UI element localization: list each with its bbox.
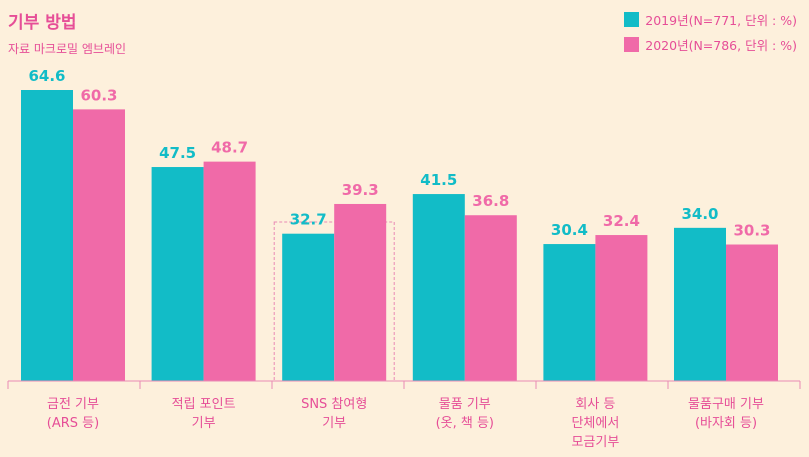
x-tick-label: 금전 기부 (ARS 등) — [46, 397, 100, 431]
legend-swatch-2019 — [624, 11, 640, 27]
bar-2020-1 — [203, 161, 256, 381]
x-tick-label: SNS 참여형 기부 — [301, 397, 368, 431]
chart-title: 기부 방법 — [8, 13, 77, 33]
x-axis-labels: 금전 기부 (ARS 등) 적립 포인트 기부 SNS 참여형 기부 물품 기부 (옷… — [0, 393, 809, 457]
chart-source: 자료 마크로밀 엠브레인 — [8, 42, 127, 56]
bar-2020-3 — [464, 215, 517, 381]
bar-2019-0 — [21, 90, 73, 381]
bar-2019-5 — [674, 227, 726, 381]
legend-label-2019: 2019년(N=771, 단위 : %) — [645, 12, 797, 28]
legend-item-2019: 2019년(N=771, 단위 : %) — [624, 8, 797, 30]
value-label-2019-1: 47.5 — [159, 144, 196, 162]
x-tick-label: 회사 등 단체에서 모금기부 — [571, 397, 620, 450]
bar-2020-0 — [73, 109, 125, 382]
bar-2020-4 — [595, 235, 648, 381]
legend-label-2020: 2020년(N=786, 단위 : %) — [645, 37, 797, 53]
legend-swatch-2020 — [624, 36, 640, 52]
value-label-2020-4: 32.4 — [603, 212, 640, 230]
value-label-2020-2: 39.3 — [342, 181, 379, 199]
bar-2019-1 — [151, 167, 204, 381]
bar-2019-3 — [412, 194, 465, 381]
value-label-2020-1: 48.7 — [211, 139, 248, 157]
bar-2020-2 — [334, 203, 387, 381]
value-label-2020-0: 60.3 — [80, 86, 117, 104]
x-tick-label: 물품구매 기부 (바자회 등) — [688, 397, 764, 431]
bar-2019-4 — [543, 244, 596, 381]
bar-2020-5 — [726, 244, 778, 381]
x-tick-label: 물품 기부 (옷, 책 등) — [435, 397, 494, 431]
legend-item-2020: 2020년(N=786, 단위 : %) — [624, 33, 797, 55]
value-label-2019-5: 34.0 — [681, 205, 718, 223]
value-label-2020-3: 36.8 — [472, 192, 509, 210]
value-label-2019-3: 41.5 — [420, 171, 457, 189]
value-label-2019-2: 32.7 — [290, 211, 327, 229]
bar-2019-2 — [282, 233, 335, 381]
value-label-2020-5: 30.3 — [733, 222, 770, 240]
x-tick-label: 적립 포인트 기부 — [171, 397, 236, 431]
value-label-2019-0: 64.6 — [28, 67, 65, 85]
legend: 2019년(N=771, 단위 : %) 2020년(N=786, 단위 : %… — [624, 8, 797, 58]
value-label-2019-4: 30.4 — [551, 221, 588, 239]
